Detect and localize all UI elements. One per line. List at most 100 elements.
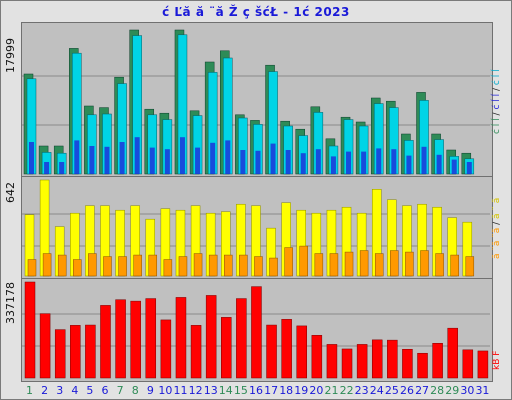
hits-bar-day-30 (466, 161, 472, 174)
day-label-26: 26 (400, 384, 414, 397)
hosts-bar-day-13 (208, 254, 218, 277)
hits-bar-day-13 (210, 142, 216, 174)
day-label-6: 6 (102, 384, 109, 397)
hits-bar-day-7 (119, 141, 125, 174)
day-label-9: 9 (147, 384, 154, 397)
day-label-22: 22 (340, 384, 354, 397)
hosts-bar-day-5 (88, 253, 97, 277)
day-label-7: 7 (117, 384, 124, 397)
hits-bar-day-24 (376, 148, 382, 174)
bytes-bar-day-17 (266, 324, 277, 379)
day-label-5: 5 (86, 384, 93, 397)
day-label-15: 15 (234, 384, 248, 397)
hosts-bar-day-1 (27, 259, 37, 277)
day-label-20: 20 (309, 384, 323, 397)
hosts-bar-day-9 (148, 254, 158, 277)
hosts-bar-day-23 (359, 250, 369, 277)
bytes-bar-day-26 (402, 348, 413, 379)
hosts-bar-day-2 (42, 253, 52, 277)
hits-bar-day-15 (240, 149, 246, 174)
bytes-bar-day-12 (190, 325, 202, 379)
bytes-bar-day-15 (236, 298, 247, 379)
hosts-bar-day-16 (254, 256, 263, 277)
hits-bar-day-9 (149, 147, 155, 174)
hits-bar-day-26 (406, 155, 412, 174)
hosts-bar-day-27 (420, 250, 429, 277)
bytes-bar-day-21 (326, 344, 338, 379)
day-label-12: 12 (189, 384, 203, 397)
hits-bar-day-6 (104, 146, 110, 174)
bytes-bar-day-16 (251, 286, 262, 379)
bytes-bar-day-3 (54, 329, 66, 379)
hits-bar-day-21 (330, 156, 336, 174)
day-label-13: 13 (204, 384, 218, 397)
hosts-bar-day-29 (450, 254, 459, 277)
bytes-bar-day-7 (115, 299, 126, 379)
hosts-bar-day-18 (284, 247, 293, 277)
hosts-bar-day-28 (435, 253, 444, 277)
bytes-bar-day-19 (296, 325, 307, 379)
bytes-bar-day-23 (356, 344, 368, 379)
bytes-bar-day-27 (417, 352, 428, 379)
day-label-31: 31 (475, 384, 489, 397)
hits-bar-day-28 (436, 154, 442, 174)
hits-bar-day-14 (225, 140, 231, 174)
hosts-bar-day-17 (269, 257, 278, 277)
bytes-bar-day-1 (24, 281, 36, 379)
day-label-21: 21 (324, 384, 338, 397)
hits-bar-day-22 (346, 151, 352, 174)
hosts-bar-day-21 (329, 253, 339, 277)
hosts-bar-day-4 (73, 259, 82, 277)
day-label-30: 30 (460, 384, 474, 397)
bytes-bar-day-30 (462, 349, 474, 379)
hosts-bar-day-22 (344, 251, 354, 277)
bytes-bar-day-6 (100, 305, 111, 379)
day-label-24: 24 (370, 384, 384, 397)
bytes-bar-day-20 (311, 335, 323, 379)
hits-bar-day-3 (59, 161, 65, 174)
hits-bar-day-25 (391, 149, 397, 174)
bytes-bar-day-13 (205, 295, 217, 379)
hits-bar-day-23 (361, 151, 367, 174)
day-label-27: 27 (415, 384, 429, 397)
day-label-18: 18 (279, 384, 293, 397)
hosts-bar-day-6 (103, 256, 112, 277)
chart-title: ć Ľă ă ¨ă Ž ç šćŁ - 1ć 2023 (162, 5, 350, 19)
hits-bar-day-29 (451, 159, 457, 174)
hits-bar-day-19 (300, 153, 306, 174)
hosts-bar-day-11 (178, 256, 188, 277)
bytes-bar-day-18 (281, 319, 292, 379)
bytes-bar-day-22 (341, 348, 353, 379)
bytes-bar-day-24 (371, 339, 383, 379)
bytes-bar-day-11 (175, 297, 187, 379)
bytes-bar-day-8 (130, 300, 141, 379)
hits-bar-day-10 (164, 149, 170, 174)
day-label-14: 14 (219, 384, 233, 397)
bytes-bar-day-9 (145, 298, 157, 379)
bytes-bar-day-2 (39, 313, 51, 379)
bytes-bar-day-29 (447, 327, 458, 379)
hosts-bar-day-26 (405, 251, 414, 277)
hits-bar-day-16 (255, 150, 261, 174)
hits-bar-day-4 (74, 140, 80, 174)
bytes-bar-day-28 (432, 343, 443, 379)
bytes-bar-day-14 (221, 317, 232, 379)
hits-bar-day-5 (89, 145, 95, 174)
day-label-25: 25 (385, 384, 399, 397)
day-label-1: 1 (26, 384, 33, 397)
day-label-10: 10 (158, 384, 172, 397)
hosts-bar-day-14 (224, 254, 233, 277)
bytes-bar-day-31 (477, 350, 489, 379)
day-label-19: 19 (294, 384, 308, 397)
day-label-3: 3 (56, 384, 63, 397)
day-label-29: 29 (445, 384, 459, 397)
hosts-bar-day-8 (133, 254, 142, 277)
hits-bar-day-8 (134, 137, 140, 174)
bytes-bar-day-5 (85, 324, 96, 379)
hits-bar-day-17 (270, 143, 276, 174)
hosts-bar-day-15 (239, 254, 248, 277)
day-label-17: 17 (264, 384, 278, 397)
hosts-bar-day-25 (390, 250, 399, 277)
hosts-bar-day-19 (299, 245, 308, 277)
day-label-4: 4 (71, 384, 78, 397)
